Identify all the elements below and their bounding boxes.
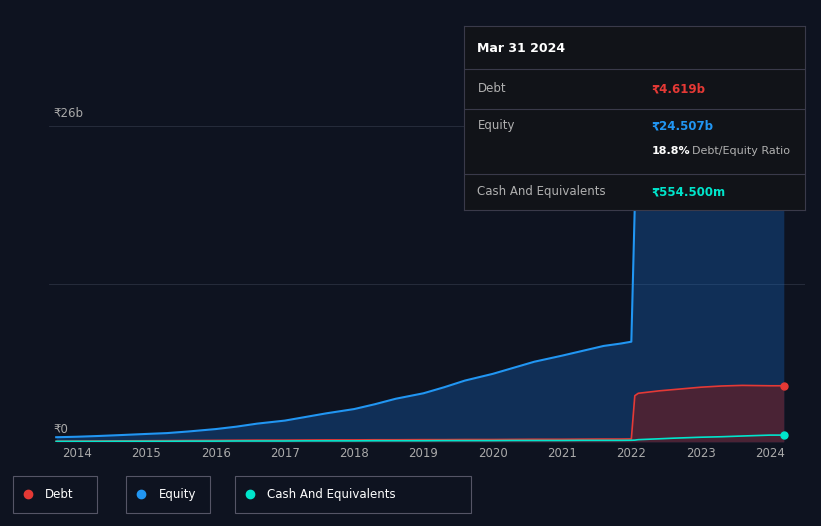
Text: Mar 31 2024: Mar 31 2024	[478, 42, 566, 55]
Text: Cash And Equivalents: Cash And Equivalents	[267, 488, 396, 501]
Text: Debt: Debt	[45, 488, 74, 501]
FancyBboxPatch shape	[235, 476, 471, 513]
Text: ₹0: ₹0	[53, 423, 68, 436]
Text: 18.8%: 18.8%	[651, 146, 690, 157]
Text: Equity: Equity	[478, 119, 515, 132]
Text: ₹554.500m: ₹554.500m	[651, 186, 726, 198]
Text: ₹4.619b: ₹4.619b	[651, 83, 705, 95]
FancyBboxPatch shape	[126, 476, 210, 513]
Text: Cash And Equivalents: Cash And Equivalents	[478, 186, 606, 198]
Text: Equity: Equity	[158, 488, 196, 501]
Text: ₹24.507b: ₹24.507b	[651, 119, 713, 132]
Text: Debt: Debt	[478, 83, 506, 95]
FancyBboxPatch shape	[13, 476, 97, 513]
Text: ₹26b: ₹26b	[53, 107, 83, 120]
Text: Debt/Equity Ratio: Debt/Equity Ratio	[692, 146, 790, 157]
